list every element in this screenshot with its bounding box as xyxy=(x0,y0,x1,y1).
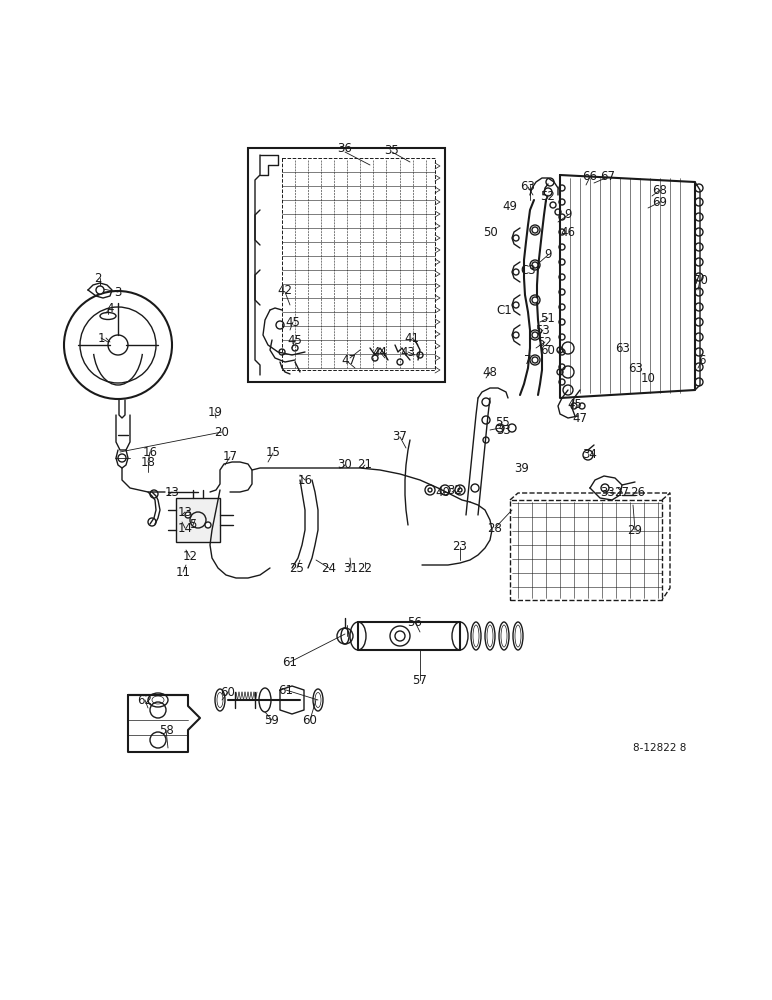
Circle shape xyxy=(96,286,104,294)
Bar xyxy=(510,500,662,600)
Text: 63: 63 xyxy=(615,342,631,355)
Text: 49: 49 xyxy=(503,200,517,214)
Text: 21: 21 xyxy=(357,458,373,472)
Circle shape xyxy=(532,227,538,233)
Text: C3: C3 xyxy=(520,263,536,276)
Text: 58: 58 xyxy=(158,724,174,736)
Text: 30: 30 xyxy=(337,458,352,472)
Text: C1: C1 xyxy=(496,304,512,316)
Text: 14: 14 xyxy=(178,522,192,534)
Text: 59: 59 xyxy=(265,714,279,726)
Circle shape xyxy=(185,512,191,518)
Circle shape xyxy=(428,488,432,492)
Text: 8-12822 8: 8-12822 8 xyxy=(633,743,686,753)
Text: 9: 9 xyxy=(544,248,552,261)
Text: 57: 57 xyxy=(412,674,428,686)
Text: 60: 60 xyxy=(221,686,235,698)
Bar xyxy=(176,498,220,542)
Text: 60: 60 xyxy=(540,344,555,357)
Text: 2: 2 xyxy=(94,271,102,284)
Circle shape xyxy=(532,262,538,268)
Text: 7: 7 xyxy=(524,354,532,366)
Text: 16: 16 xyxy=(143,446,157,458)
Text: 25: 25 xyxy=(290,562,304,574)
Text: 66: 66 xyxy=(583,170,598,184)
Text: 52: 52 xyxy=(537,336,553,349)
Text: 31: 31 xyxy=(344,562,358,574)
Text: 56: 56 xyxy=(408,615,422,629)
Text: 63: 63 xyxy=(520,180,536,194)
Text: 50: 50 xyxy=(482,226,497,238)
Text: 19: 19 xyxy=(208,406,222,420)
Text: 41: 41 xyxy=(405,332,419,344)
Text: 32: 32 xyxy=(448,484,462,496)
Text: 34: 34 xyxy=(583,448,598,462)
Text: 61: 61 xyxy=(279,684,293,696)
Text: 47: 47 xyxy=(341,354,357,366)
Text: 6: 6 xyxy=(698,354,706,366)
Text: 1: 1 xyxy=(97,332,105,344)
Text: 45: 45 xyxy=(286,316,300,328)
Text: 36: 36 xyxy=(337,141,353,154)
Text: 10: 10 xyxy=(641,371,655,384)
Text: 39: 39 xyxy=(515,462,530,475)
Circle shape xyxy=(532,332,538,338)
Text: 4: 4 xyxy=(107,302,113,314)
Text: 61: 61 xyxy=(283,656,297,668)
Text: 26: 26 xyxy=(631,486,645,498)
Text: 37: 37 xyxy=(393,430,408,444)
Text: 20: 20 xyxy=(215,426,229,438)
Text: 13: 13 xyxy=(178,506,192,518)
Text: 45: 45 xyxy=(287,334,303,347)
Text: 67: 67 xyxy=(601,170,615,184)
Text: 68: 68 xyxy=(652,184,668,196)
Text: 17: 17 xyxy=(222,450,238,464)
Text: 53: 53 xyxy=(536,324,550,336)
Text: 43: 43 xyxy=(401,346,415,359)
Text: 24: 24 xyxy=(321,562,337,574)
Text: 51: 51 xyxy=(540,312,555,324)
Text: 23: 23 xyxy=(452,540,467,554)
Text: 11: 11 xyxy=(175,566,191,578)
Bar xyxy=(248,148,445,382)
Text: 42: 42 xyxy=(277,284,293,296)
Text: 13: 13 xyxy=(164,486,179,498)
Text: 27: 27 xyxy=(615,486,629,498)
Text: 35: 35 xyxy=(384,143,399,156)
Text: 16: 16 xyxy=(297,474,313,487)
Circle shape xyxy=(458,488,462,492)
Text: 55: 55 xyxy=(495,416,510,428)
Text: 52: 52 xyxy=(540,190,555,204)
Text: 48: 48 xyxy=(482,365,497,378)
Circle shape xyxy=(395,631,405,641)
Text: 28: 28 xyxy=(488,522,503,534)
Text: 69: 69 xyxy=(652,196,668,209)
Text: 9: 9 xyxy=(564,209,572,222)
Text: 70: 70 xyxy=(692,273,707,286)
Text: 5: 5 xyxy=(189,518,197,532)
Text: 29: 29 xyxy=(628,524,642,536)
Text: 18: 18 xyxy=(141,456,155,468)
Text: 15: 15 xyxy=(266,446,280,460)
Text: 63: 63 xyxy=(628,361,643,374)
Circle shape xyxy=(532,357,538,363)
Text: 22: 22 xyxy=(357,562,373,574)
Text: 62: 62 xyxy=(137,694,153,706)
Text: 33: 33 xyxy=(601,486,615,498)
Circle shape xyxy=(532,297,538,303)
Text: 3: 3 xyxy=(114,286,122,298)
Text: 12: 12 xyxy=(182,550,198,564)
Text: 45: 45 xyxy=(567,398,582,412)
Text: 40: 40 xyxy=(435,486,450,498)
Text: 44: 44 xyxy=(373,346,388,359)
Text: 33: 33 xyxy=(496,424,511,436)
Text: 46: 46 xyxy=(560,226,575,238)
Text: 60: 60 xyxy=(303,714,317,726)
Text: 47: 47 xyxy=(573,412,587,424)
Circle shape xyxy=(205,522,211,528)
